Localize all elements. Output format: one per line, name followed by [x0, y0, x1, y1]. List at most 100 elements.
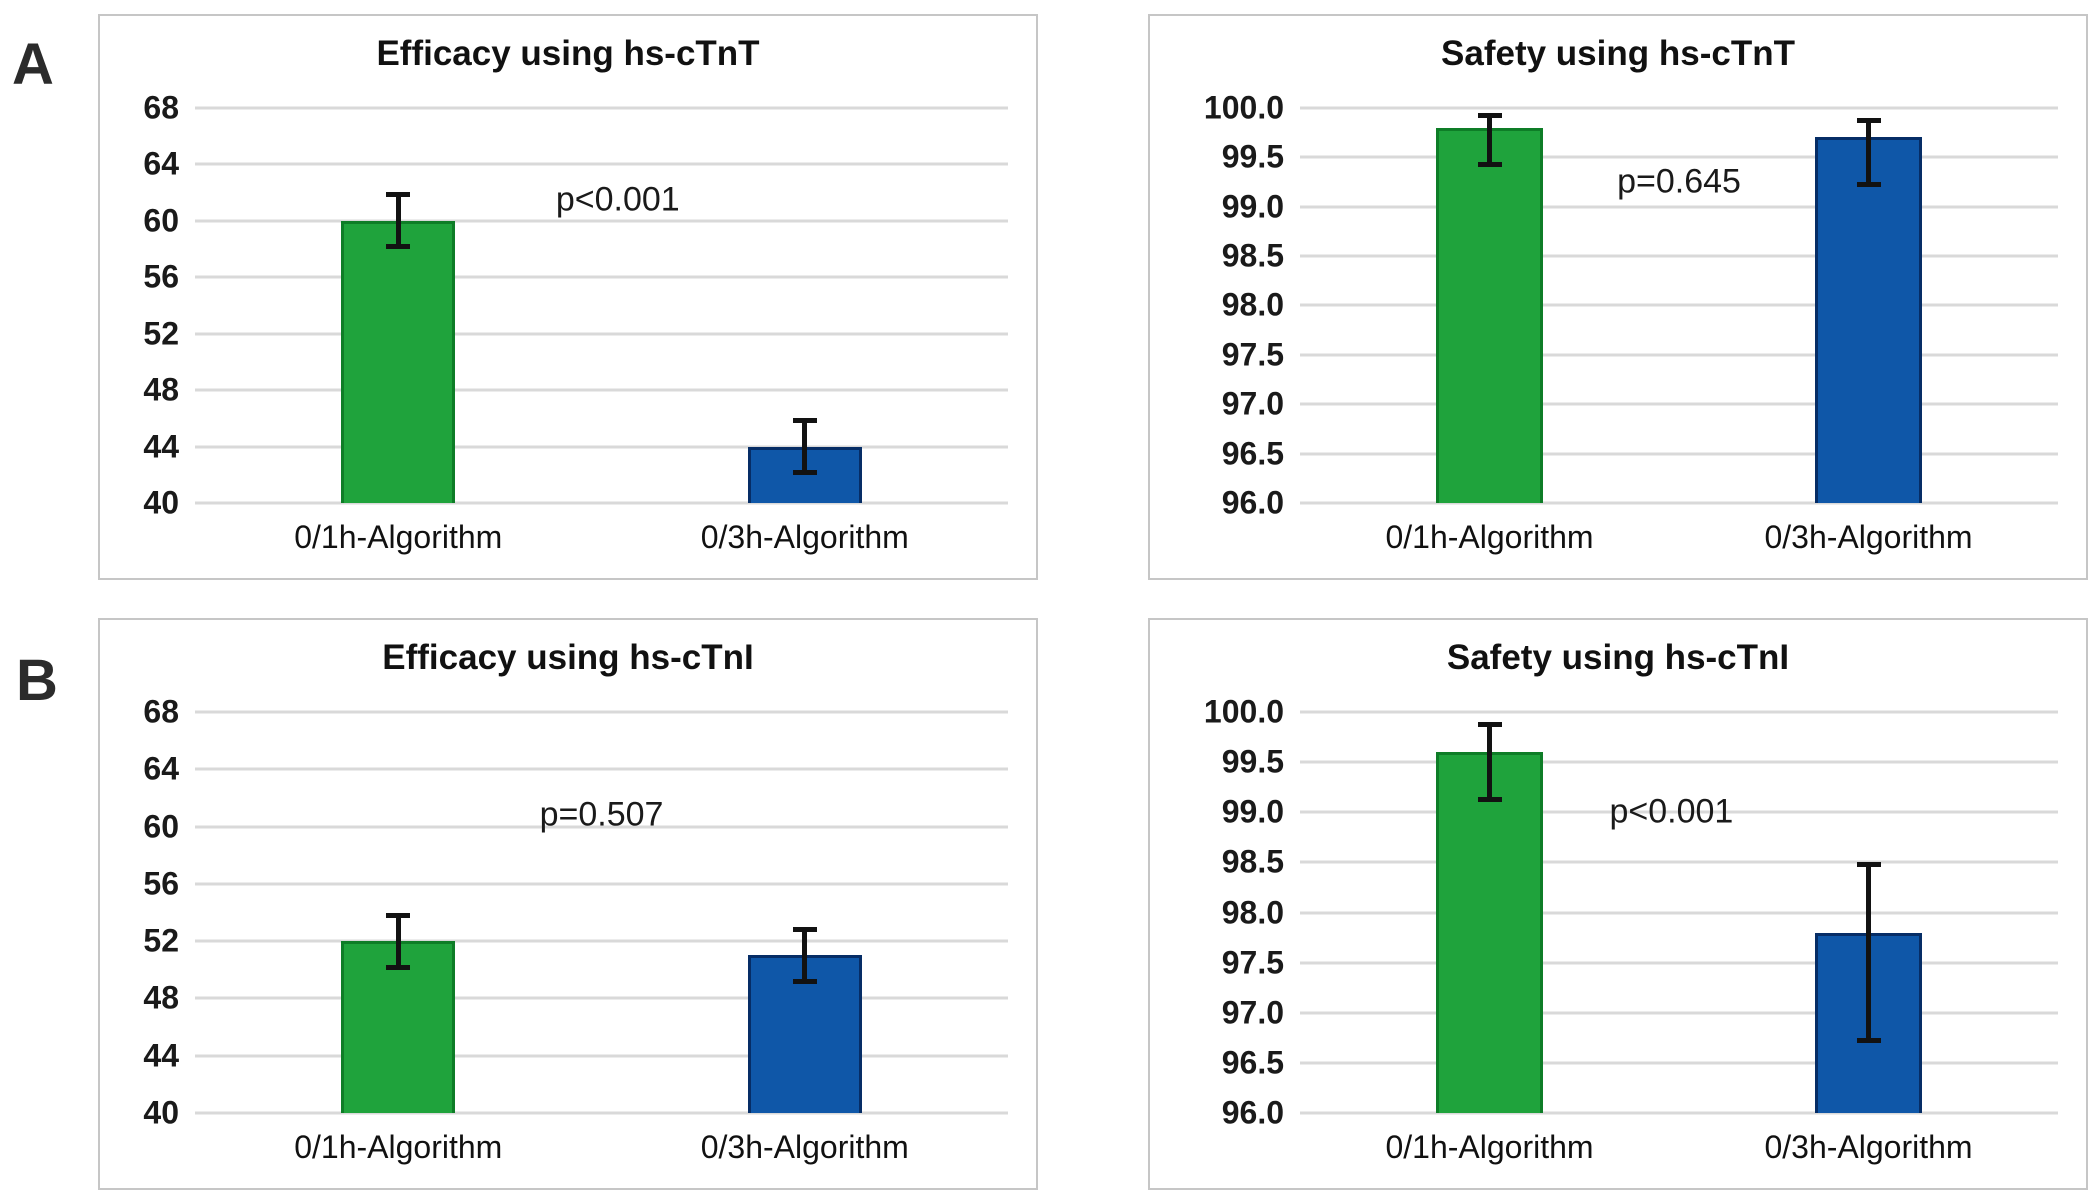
- error-bar-03h-algorithm: [792, 418, 817, 475]
- gridline: [195, 996, 1008, 1000]
- x-category-label-03h-algorithm: 0/3h-Algorithm: [1764, 519, 1973, 555]
- y-axis-tick-label: 97.5: [1221, 336, 1284, 373]
- y-axis-tick-label: 52: [143, 315, 179, 352]
- gridline: [195, 162, 1008, 166]
- chart-title: Efficacy using hs-cTnI: [382, 638, 754, 677]
- error-bar-line: [395, 912, 401, 970]
- error-bar-cap-bottom: [1856, 1037, 1881, 1043]
- gridline: [1300, 452, 2058, 456]
- y-axis-tick-label: 56: [143, 258, 179, 295]
- error-bar-cap-bottom: [1477, 797, 1502, 803]
- plot-area: p<0.001: [1300, 692, 2058, 1115]
- error-bar-cap-bottom: [792, 469, 817, 475]
- y-axis-tick-label: 96.5: [1221, 1044, 1284, 1081]
- y-axis-tick-label: 96.5: [1221, 435, 1284, 472]
- gridline: [195, 445, 1008, 449]
- error-bar-line: [802, 926, 808, 985]
- gridline: [1300, 254, 2058, 258]
- y-axis-tick-label: 98.0: [1221, 286, 1284, 323]
- panel-label-a: A: [12, 32, 54, 97]
- p-value-label: p<0.001: [1609, 792, 1734, 831]
- x-axis: 0/1h-Algorithm 0/3h-Algorithm: [1300, 503, 2058, 578]
- error-bar-cap-bottom: [792, 979, 817, 985]
- x-category-label-01h-algorithm: 0/1h-Algorithm: [294, 1129, 503, 1165]
- gridline: [1300, 501, 2058, 505]
- y-axis-tick-label: 44: [143, 1037, 179, 1074]
- error-bar-cap-bottom: [1477, 162, 1502, 168]
- y-axis-tick-label: 64: [143, 750, 179, 787]
- gridline: [195, 219, 1008, 223]
- y-axis-tick-label: 48: [143, 979, 179, 1016]
- chart-title: Safety using hs-cTnI: [1446, 638, 1790, 677]
- error-bar-cap-top: [386, 912, 411, 918]
- error-bar-line: [802, 418, 808, 475]
- error-bar-cap-bottom: [1856, 181, 1881, 187]
- plot-area: p<0.001: [195, 88, 1008, 505]
- error-bar-line: [1866, 117, 1871, 187]
- y-axis-tick-label: 99.5: [1221, 138, 1284, 175]
- error-bar-03h-algorithm: [1856, 862, 1881, 1043]
- y-axis-tick-label: 68: [143, 89, 179, 126]
- x-category-label-01h-algorithm: 0/1h-Algorithm: [1385, 1129, 1594, 1165]
- chart-safety-hs-ctni: Safety using hs-cTnI 96.0 96.5 97.0 97.5 98.…: [1148, 618, 2088, 1190]
- error-bar-cap-top: [386, 192, 411, 198]
- y-axis: 96.0 96.5 97.0 97.5 98.0 98.5 99.0 99.5 100.0: [1150, 88, 1288, 520]
- error-bar-cap-top: [1856, 117, 1881, 123]
- error-bar-line: [1487, 722, 1492, 803]
- bar-01h-algorithm: [341, 220, 456, 503]
- y-axis-tick-label: 97.0: [1221, 994, 1284, 1031]
- gridline: [195, 939, 1008, 943]
- gridline: [195, 106, 1008, 110]
- y-axis-tick-label: 97.0: [1221, 385, 1284, 422]
- gridline: [195, 1054, 1008, 1058]
- x-category-label-03h-algorithm: 0/3h-Algorithm: [700, 1129, 909, 1165]
- error-bar-line: [1866, 862, 1871, 1043]
- error-bar-01h-algorithm: [386, 192, 411, 249]
- gridline: [195, 825, 1008, 829]
- chart-title: Efficacy using hs-cTnT: [376, 34, 760, 73]
- panel-label-b: B: [16, 648, 58, 713]
- gridline: [1300, 1111, 2058, 1115]
- error-bar-cap-top: [792, 926, 817, 932]
- gridline: [1300, 760, 2058, 764]
- x-axis: 0/1h-Algorithm 0/3h-Algorithm: [195, 1113, 1008, 1188]
- y-axis-tick-label: 98.5: [1221, 843, 1284, 880]
- error-bar-line: [395, 192, 401, 249]
- error-bar-01h-algorithm: [1477, 112, 1502, 168]
- gridline: [1300, 1061, 2058, 1065]
- p-value-label: p<0.001: [555, 180, 680, 218]
- chart-efficacy-hs-ctnt: Efficacy using hs-cTnT 40 44 48 52 56 60 64 68 …: [98, 14, 1038, 580]
- bar-01h-algorithm: [1436, 752, 1543, 1113]
- bar-01h-algorithm: [1436, 127, 1543, 503]
- y-axis-tick-label: 68: [143, 693, 179, 730]
- p-value-label: p=0.645: [1617, 162, 1741, 201]
- x-category-label-01h-algorithm: 0/1h-Algorithm: [1385, 519, 1594, 555]
- error-bar-01h-algorithm: [1477, 722, 1502, 803]
- error-bar-cap-bottom: [386, 964, 411, 970]
- x-category-label-01h-algorithm: 0/1h-Algorithm: [294, 519, 503, 555]
- gridline: [1300, 1011, 2058, 1015]
- gridline: [195, 710, 1008, 714]
- gridline: [195, 275, 1008, 279]
- y-axis-tick-label: 60: [143, 808, 179, 845]
- x-category-label-03h-algorithm: 0/3h-Algorithm: [1764, 1129, 1973, 1165]
- error-bar-cap-bottom: [386, 243, 411, 249]
- bar-03h-algorithm: [1815, 137, 1922, 503]
- gridline: [195, 1111, 1008, 1115]
- gridline: [195, 388, 1008, 392]
- gridline: [1300, 155, 2058, 159]
- y-axis-tick-label: 99.5: [1221, 743, 1284, 780]
- y-axis-tick-label: 52: [143, 922, 179, 959]
- y-axis-tick-label: 44: [143, 428, 179, 465]
- p-value-label: p=0.507: [539, 795, 664, 834]
- error-bar-03h-algorithm: [1856, 117, 1881, 187]
- y-axis-tick-label: 48: [143, 371, 179, 408]
- chart-title: Safety using hs-cTnT: [1441, 34, 1795, 73]
- y-axis: 96.0 96.5 97.0 97.5 98.0 98.5 99.0 99.5 100.0: [1150, 692, 1288, 1131]
- gridline: [1300, 353, 2058, 357]
- x-axis: 0/1h-Algorithm 0/3h-Algorithm: [1300, 1113, 2058, 1188]
- y-axis-tick-label: 64: [143, 145, 179, 182]
- y-axis-tick-label: 99.0: [1221, 793, 1284, 830]
- y-axis-tick-label: 40: [143, 1094, 179, 1131]
- chart-safety-hs-ctnt: Safety using hs-cTnT 96.0 96.5 97.0 97.5 98.…: [1148, 14, 2088, 580]
